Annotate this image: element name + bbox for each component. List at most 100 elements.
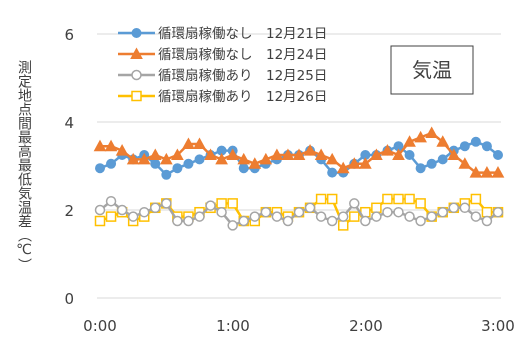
y-tick-label: 6 bbox=[64, 26, 74, 44]
data-point bbox=[480, 166, 494, 178]
data-point bbox=[470, 193, 482, 205]
data-point bbox=[150, 202, 161, 214]
data-point bbox=[238, 215, 249, 227]
data-point bbox=[360, 215, 371, 227]
data-point bbox=[238, 163, 249, 174]
chart-title-box: 気温 bbox=[390, 45, 474, 95]
data-point bbox=[358, 157, 372, 169]
data-point bbox=[161, 169, 172, 180]
data-point bbox=[161, 198, 172, 209]
data-point bbox=[392, 148, 405, 160]
data-point bbox=[492, 206, 504, 218]
data-point bbox=[393, 206, 404, 218]
data-point bbox=[216, 206, 227, 218]
data-point bbox=[370, 148, 383, 160]
data-point bbox=[415, 215, 426, 227]
series-3 bbox=[94, 195, 504, 231]
data-point bbox=[281, 148, 295, 160]
data-point bbox=[260, 206, 272, 218]
data-point bbox=[138, 206, 150, 218]
data-point bbox=[470, 211, 482, 222]
data-point bbox=[315, 211, 327, 222]
data-point bbox=[448, 202, 460, 214]
data-point bbox=[425, 126, 439, 138]
data-point bbox=[171, 148, 184, 160]
data-point bbox=[194, 154, 205, 165]
data-point bbox=[226, 148, 240, 160]
data-point bbox=[381, 144, 394, 156]
data-point bbox=[314, 148, 328, 160]
data-point bbox=[404, 193, 415, 205]
data-point bbox=[205, 200, 216, 211]
data-point bbox=[116, 204, 128, 216]
data-point bbox=[347, 157, 361, 169]
legend-label: 循環扇稼働なし 12月21日 bbox=[158, 26, 327, 42]
data-point bbox=[325, 152, 339, 165]
x-tick-label: 2:00 bbox=[349, 317, 383, 335]
data-point bbox=[137, 152, 151, 165]
data-point bbox=[249, 211, 261, 222]
data-point bbox=[105, 195, 117, 207]
data-point bbox=[426, 158, 437, 169]
legend-item-2: 循環扇稼働なし 12月24日 bbox=[118, 47, 327, 63]
series-layer bbox=[93, 126, 505, 231]
data-point bbox=[481, 141, 492, 152]
data-point bbox=[183, 158, 194, 169]
data-point bbox=[292, 148, 306, 160]
data-point bbox=[303, 144, 317, 156]
data-point bbox=[106, 158, 117, 169]
data-point bbox=[126, 152, 140, 165]
y-tick-label: 2 bbox=[64, 202, 74, 220]
x-tick-label: 1:00 bbox=[216, 317, 250, 335]
data-point bbox=[336, 161, 350, 174]
data-point bbox=[104, 139, 118, 152]
series-2 bbox=[93, 126, 505, 178]
data-point bbox=[459, 141, 470, 152]
data-point bbox=[404, 150, 415, 160]
data-point bbox=[415, 163, 426, 174]
data-point bbox=[204, 148, 217, 160]
data-point bbox=[326, 193, 338, 205]
data-point bbox=[194, 211, 205, 222]
data-point bbox=[458, 157, 472, 169]
data-point bbox=[172, 215, 183, 227]
data-point bbox=[437, 154, 448, 165]
y-axis-label: 測定地点間最高最低気温差（℃） bbox=[16, 60, 32, 272]
data-point bbox=[393, 193, 404, 205]
data-point bbox=[404, 211, 415, 222]
data-point bbox=[436, 135, 450, 147]
data-point bbox=[382, 193, 393, 205]
data-point bbox=[403, 135, 416, 147]
plot-area bbox=[97, 33, 501, 299]
data-point bbox=[415, 198, 426, 209]
legend-label: 循環扇稼働あり 12月26日 bbox=[158, 89, 327, 105]
data-point bbox=[481, 215, 493, 227]
data-point bbox=[183, 215, 194, 227]
data-point bbox=[94, 204, 106, 216]
data-point bbox=[437, 206, 448, 218]
data-point bbox=[371, 211, 382, 222]
data-point bbox=[337, 220, 349, 231]
data-point bbox=[481, 206, 493, 218]
data-point bbox=[337, 211, 349, 222]
data-point bbox=[327, 167, 338, 178]
data-point bbox=[304, 202, 316, 214]
data-point bbox=[182, 137, 195, 149]
data-point bbox=[216, 198, 227, 209]
data-point bbox=[469, 166, 483, 178]
data-point bbox=[172, 163, 183, 174]
data-point bbox=[159, 152, 173, 165]
data-point bbox=[371, 202, 382, 214]
y-tick-labels: 0 2 4 6 bbox=[64, 26, 74, 308]
legend-label: 循環扇稼働なし 12月24日 bbox=[158, 47, 327, 63]
y-tick-label: 4 bbox=[64, 114, 74, 132]
data-point bbox=[115, 144, 129, 156]
data-point bbox=[491, 166, 505, 178]
data-point bbox=[215, 152, 228, 165]
y-tick-label: 0 bbox=[64, 290, 74, 308]
data-point bbox=[227, 220, 238, 231]
data-point bbox=[349, 211, 360, 222]
chart-title: 気温 bbox=[412, 58, 452, 82]
data-point bbox=[493, 150, 503, 160]
